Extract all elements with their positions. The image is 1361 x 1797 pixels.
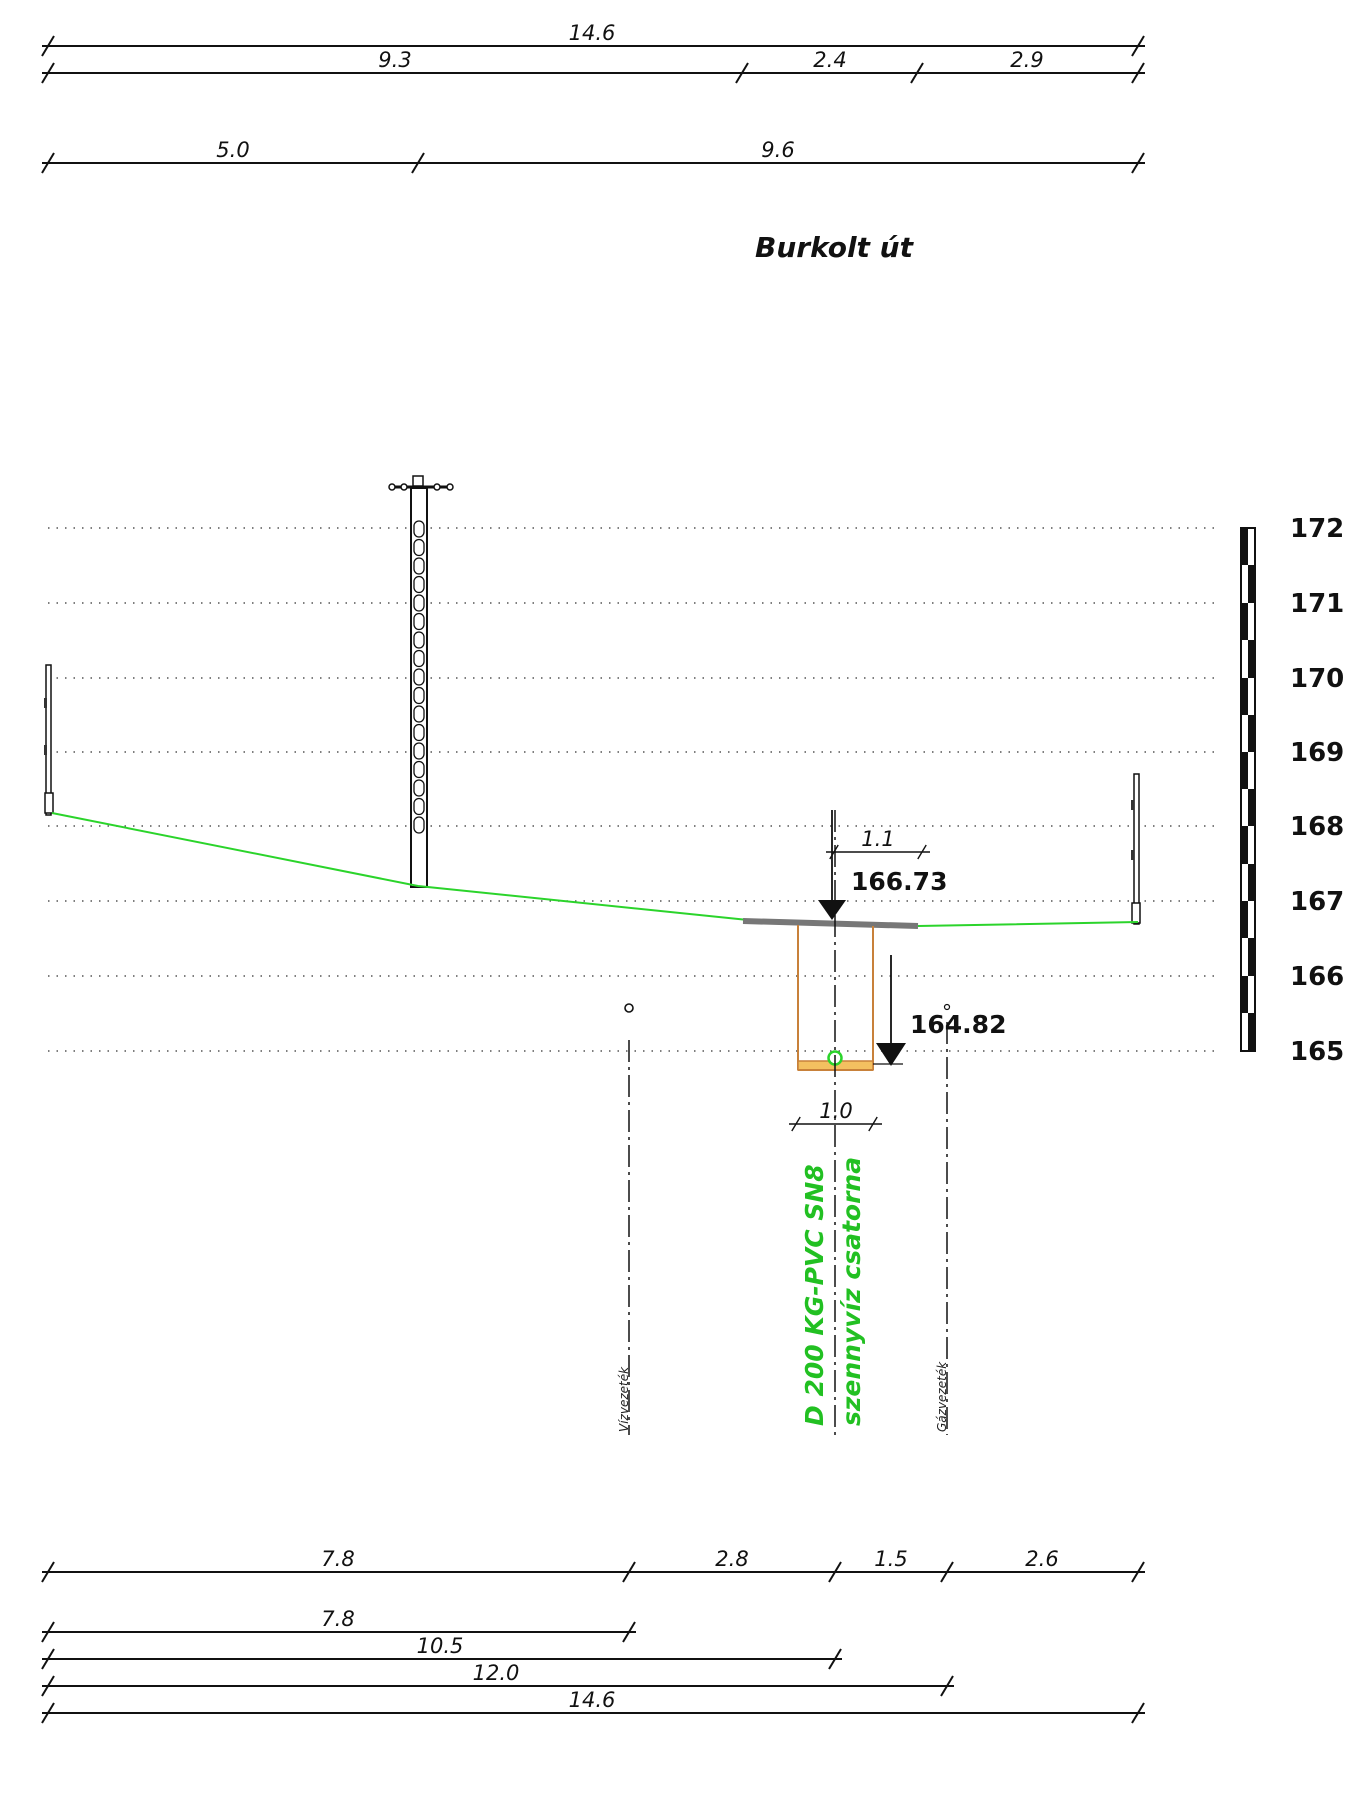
pipe-type-label: szennyvíz csatorna	[837, 1157, 866, 1426]
water-pipe-marker	[624, 1003, 634, 1013]
bottom-dimension-row-1: 7.8 2.8 1.5 2.6	[41, 1547, 1145, 1583]
pole-lattice-hole	[413, 779, 425, 797]
pole-lattice-hole	[413, 557, 425, 575]
pole-lattice-hole	[413, 797, 425, 816]
dim-cum-7-8: 7.8	[321, 1607, 354, 1631]
dim-trench-offset: 1.1	[861, 827, 894, 851]
dim-top-9-3: 9.3	[378, 48, 411, 72]
pole-lattice-hole	[413, 668, 425, 686]
dim-bottom-2-8: 2.8	[715, 1547, 748, 1571]
fence-post-left-icon	[44, 664, 54, 816]
dim-cum-10-5: 10.5	[417, 1634, 464, 1658]
pole-lattice-hole	[413, 538, 425, 557]
pole-lattice-hole	[413, 686, 425, 705]
pipe-spec-label: D 200 KG-PVC SN8	[800, 1164, 829, 1426]
pole-lattice-hole	[413, 723, 425, 742]
elevation-scale-bar	[1240, 527, 1256, 1052]
pole-lattice-hole	[413, 520, 425, 538]
dim-top-9-6: 9.6	[761, 138, 794, 162]
dim-bottom-7-8: 7.8	[321, 1547, 354, 1571]
pole-lattice-hole	[413, 631, 425, 649]
dim-top-14-6: 14.6	[569, 21, 616, 45]
bottom-cumulative-dim-4: 14.6	[41, 1688, 1145, 1724]
dim-top-5-0: 5.0	[216, 138, 249, 162]
invert-elevation-label: 164.82	[910, 1010, 1006, 1039]
top-dimension-row-2: 9.3 2.4 2.9	[41, 48, 1145, 84]
bottom-cumulative-dim-3: 12.0	[41, 1661, 954, 1697]
elev-label-171: 171	[1290, 589, 1344, 619]
top-dimension-row-3: 5.0 9.6	[41, 138, 1145, 174]
gas-pipe-marker	[943, 1003, 951, 1011]
dim-bottom-2-6: 2.6	[1025, 1547, 1058, 1571]
elev-label-170: 170	[1290, 664, 1344, 694]
dim-cum-14-6: 14.6	[569, 1688, 616, 1712]
terrain-surface-line	[51, 812, 1139, 928]
dim-trench-width: 1.0	[819, 1099, 852, 1123]
trench-offset-dimension: 1.1	[826, 827, 930, 860]
pole-lattice-hole	[413, 816, 425, 834]
fence-post-right-icon	[1131, 773, 1141, 925]
elevation-scale-labels: 172 171 170 169 168 167 166 165	[1290, 514, 1344, 1067]
elev-label-168: 168	[1290, 812, 1344, 842]
elev-label-166: 166	[1290, 962, 1344, 992]
surface-elevation-label: 166.73	[851, 867, 947, 896]
dim-bottom-1-5: 1.5	[874, 1547, 907, 1571]
invert-elevation-marker-icon	[873, 955, 906, 1066]
pole-lattice-hole	[413, 760, 425, 779]
dim-top-2-4: 2.4	[813, 48, 846, 72]
bottom-cumulative-dim-1: 7.8	[41, 1607, 636, 1643]
pole-lattice-hole	[413, 649, 425, 668]
utility-pole-icon	[388, 475, 454, 888]
bottom-cumulative-dim-2: 10.5	[41, 1634, 842, 1670]
pole-lattice-hole	[413, 742, 425, 760]
utility-centerlines	[628, 810, 948, 1435]
water-line-label: Vízvezeték	[617, 1366, 631, 1432]
pole-lattice-hole	[413, 705, 425, 723]
road-title: Burkolt út	[755, 231, 915, 264]
dim-top-2-9: 2.9	[1010, 48, 1043, 72]
pole-lattice-hole	[413, 575, 425, 594]
road-surface	[742, 918, 919, 929]
pole-lattice-hole	[413, 612, 425, 631]
dim-cum-12-0: 12.0	[473, 1661, 520, 1685]
trench-width-dimension: 1.0	[789, 1099, 882, 1132]
elev-label-167: 167	[1290, 887, 1344, 917]
elev-label-169: 169	[1290, 738, 1344, 768]
elev-label-172: 172	[1290, 514, 1344, 544]
top-dimension-row-1: 14.6	[41, 21, 1145, 57]
elevation-gridlines	[48, 527, 1215, 1052]
pole-lattice-hole	[413, 594, 425, 612]
gas-line-label: Gázvezeték	[935, 1361, 949, 1432]
elev-label-165: 165	[1290, 1037, 1344, 1067]
